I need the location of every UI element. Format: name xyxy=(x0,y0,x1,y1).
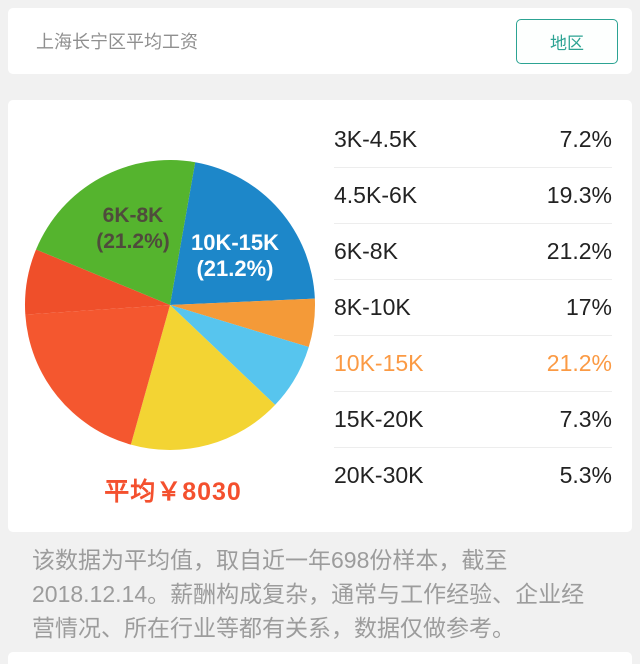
table-row[interactable]: 15K-20K 7.3% xyxy=(334,392,612,448)
percent-value: 7.2% xyxy=(559,126,612,152)
range-label: 4.5K-6K xyxy=(334,182,418,208)
table-row[interactable]: 6K-8K 21.2% xyxy=(334,224,612,280)
range-label: 6K-8K xyxy=(334,238,398,264)
percent-value: 7.3% xyxy=(559,406,612,432)
pie-slice-4.5K-6K[interactable] xyxy=(25,305,170,445)
percent-value: 21.2% xyxy=(546,238,612,264)
region-button[interactable]: 地区 xyxy=(516,18,618,64)
range-label: 3K-4.5K xyxy=(334,126,418,152)
pie-slice-8K-10K[interactable] xyxy=(130,305,276,450)
page-title: 上海长宁区平均工资 xyxy=(36,32,198,52)
main-card: 6K-8K (21.2%) 10K-15K (21.2%) 平均￥8030 3K… xyxy=(8,100,632,532)
percent-value: 21.2% xyxy=(546,350,612,376)
range-label: 8K-10K xyxy=(334,294,411,320)
table-row[interactable]: 8K-10K 17% xyxy=(334,280,612,336)
pie-slice-10K-15K[interactable] xyxy=(170,162,315,305)
range-label: 10K-15K xyxy=(334,350,424,376)
average-salary-label: 平均￥8030 xyxy=(104,478,242,506)
table-row[interactable]: 3K-4.5K 7.2% xyxy=(334,112,612,168)
pie-slice-15K-20K[interactable] xyxy=(170,305,309,405)
table-row[interactable]: 4.5K-6K 19.3% xyxy=(334,168,612,224)
percent-value: 19.3% xyxy=(546,182,612,208)
distribution-table: 3K-4.5K 7.2% 4.5K-6K 19.3% 6K-8K 21.2% 8… xyxy=(334,112,612,503)
pie-slice-20K-30K[interactable] xyxy=(170,298,315,348)
percent-value: 5.3% xyxy=(559,462,612,488)
pie-slice-3K-4.5K[interactable] xyxy=(25,249,170,315)
table-row-highlighted[interactable]: 10K-15K 21.2% xyxy=(334,336,612,392)
range-label: 15K-20K xyxy=(334,406,424,432)
range-label: 20K-30K xyxy=(334,462,424,488)
table-row[interactable]: 20K-30K 5.3% xyxy=(334,448,612,503)
footnote-text: 该数据为平均值，取自近一年698份样本，截至2018.12.14。薪酬构成复杂，… xyxy=(32,547,585,641)
pie-slice-6K-8K[interactable] xyxy=(36,159,196,305)
pie-section: 6K-8K (21.2%) 10K-15K (21.2%) 平均￥8030 xyxy=(8,100,338,532)
bottom-card xyxy=(8,652,632,664)
percent-value: 17% xyxy=(565,294,612,320)
pie-chart[interactable] xyxy=(20,155,320,455)
header-card: 上海长宁区平均工资 地区 xyxy=(8,8,632,74)
